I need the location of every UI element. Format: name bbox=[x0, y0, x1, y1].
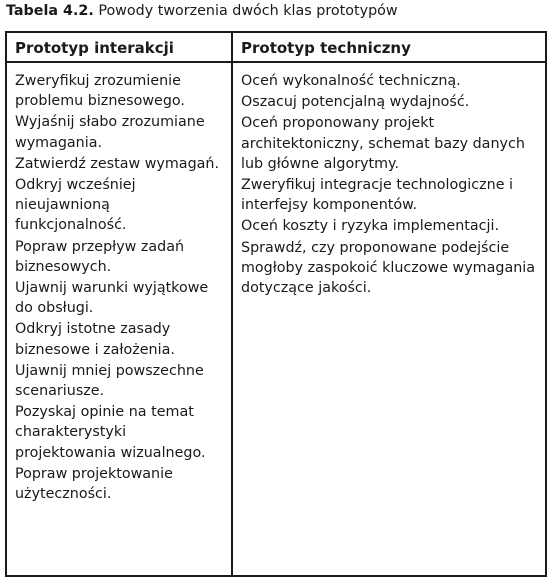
list-item: Odkryj istotne zasady biznesowe i założe… bbox=[15, 321, 175, 358]
technical-prototype-list: Oceń wykonalność techniczną. Oszacuj pot… bbox=[241, 71, 537, 298]
list-item: Zweryfikuj integracje technologiczne i i… bbox=[241, 177, 514, 214]
interaction-prototype-list: Zweryfikuj zrozumienie problemu biznesow… bbox=[15, 71, 223, 504]
list-item: Popraw przepływ zadań biznesowych. bbox=[15, 238, 185, 275]
interaction-prototype-cell: Zweryfikuj zrozumienie problemu biznesow… bbox=[5, 61, 233, 577]
technical-prototype-cell: Oceń wykonalność techniczną. Oszacuj pot… bbox=[231, 61, 547, 577]
caption-number: Tabela 4.2. bbox=[6, 3, 94, 19]
list-item: Oceń proponowany projekt architektoniczn… bbox=[241, 115, 525, 172]
list-item: Ujawnij warunki wyjątkowe do obsługi. bbox=[15, 280, 209, 317]
list-item: Popraw projektowanie użyteczności. bbox=[15, 465, 173, 503]
caption-title: Powody tworzenia dwóch klas prototypów bbox=[98, 3, 398, 19]
header-technical-prototype: Prototyp techniczny bbox=[231, 31, 547, 63]
list-item: Zweryfikuj zrozumienie problemu biznesow… bbox=[15, 73, 185, 110]
list-item: Zatwierdź zestaw wymagań. bbox=[15, 155, 220, 172]
list-item: Oceń koszty i ryzyka implementacji. bbox=[241, 218, 499, 235]
prototype-reasons-table: Prototyp interakcji Prototyp techniczny … bbox=[5, 31, 547, 577]
header-interaction-prototype: Prototyp interakcji bbox=[5, 31, 233, 63]
list-item: Sprawdź, czy proponowane podejście mogło… bbox=[241, 239, 536, 297]
list-item: Wyjaśnij słabo zrozumiane wymagania. bbox=[15, 114, 205, 151]
list-item: Oszacuj potencjalną wydajność. bbox=[241, 94, 470, 111]
list-item: Pozyskaj opinie na temat charakterystyki… bbox=[15, 404, 206, 461]
table-caption: Tabela 4.2. Powody tworzenia dwóch klas … bbox=[6, 3, 398, 19]
body-row: Zweryfikuj zrozumienie problemu biznesow… bbox=[5, 61, 547, 577]
header-row: Prototyp interakcji Prototyp techniczny bbox=[5, 31, 547, 63]
list-item: Ujawnij mniej powszechne scenariusze. bbox=[15, 362, 204, 400]
list-item: Odkryj wcześniej nieujawnioną funkcjonal… bbox=[15, 177, 136, 234]
list-item: Oceń wykonalność techniczną. bbox=[241, 73, 461, 89]
